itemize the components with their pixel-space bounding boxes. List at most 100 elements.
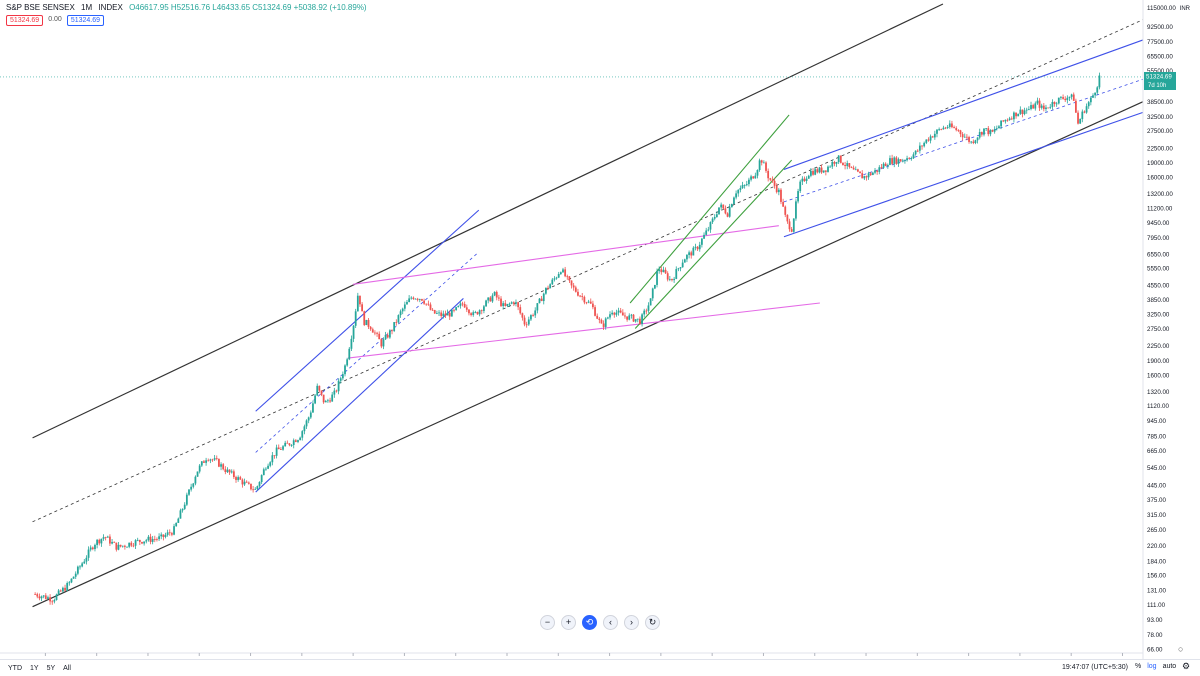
candle-body: [271, 455, 274, 463]
candle-body: [745, 184, 748, 186]
candle-body: [322, 394, 325, 403]
scroll-right-button[interactable]: ›: [624, 615, 639, 630]
candle-body: [1010, 118, 1013, 120]
y-tick-label: 220.00: [1147, 543, 1166, 550]
candle-body: [812, 170, 814, 175]
candle-body: [765, 162, 767, 171]
candle-body: [703, 234, 705, 239]
candle-body: [585, 302, 588, 304]
candle-body: [156, 539, 158, 540]
candle-body: [83, 561, 86, 564]
candle-body: [914, 150, 917, 155]
candle-body: [968, 137, 970, 142]
y-tick-label: 6550.00: [1147, 251, 1170, 258]
interval-label[interactable]: 1M: [81, 3, 93, 12]
candle-body: [158, 536, 160, 540]
candle-body: [1000, 120, 1002, 127]
candle-body: [1036, 100, 1039, 104]
candle-body: [134, 540, 137, 546]
candle-body: [472, 312, 475, 315]
candle-body: [938, 129, 941, 130]
candle-body: [540, 298, 543, 302]
candle-body: [282, 446, 284, 450]
candle-body: [153, 539, 156, 540]
log-toggle[interactable]: log: [1147, 663, 1157, 670]
candle-body: [495, 291, 498, 298]
zoom-in-button[interactable]: +: [561, 615, 576, 630]
refresh-button[interactable]: ↻: [645, 615, 660, 630]
candle-body: [465, 307, 468, 310]
candle-body: [232, 471, 235, 478]
candle-body: [1094, 92, 1097, 96]
candle-body: [1098, 75, 1101, 88]
symbol-name[interactable]: S&P BSE SENSEX: [6, 3, 75, 12]
candle-body: [547, 287, 549, 289]
candle-body: [899, 159, 902, 162]
candle-body: [111, 541, 113, 544]
candle-body: [831, 162, 834, 167]
candle-body: [901, 160, 904, 162]
candle-body: [149, 536, 152, 542]
y-tick-label: 2250.00: [1147, 343, 1170, 350]
candle-body: [76, 566, 79, 574]
black-channel-median: [32, 19, 1144, 523]
candle-body: [1053, 101, 1056, 104]
candle-body: [245, 481, 248, 483]
candle-body: [893, 157, 896, 164]
candle-body: [809, 170, 812, 176]
range-ytd[interactable]: YTD: [8, 664, 22, 672]
auto-toggle[interactable]: auto: [1162, 663, 1177, 670]
candle-body: [512, 302, 515, 304]
candle-body: [431, 309, 434, 311]
candle-body: [348, 348, 351, 360]
candle-body: [433, 310, 436, 314]
candle-body: [705, 230, 708, 235]
candle-body: [609, 314, 611, 318]
candle-body: [681, 262, 684, 268]
currency-label: INR: [1180, 6, 1191, 12]
buy-badge[interactable]: 51324.69: [66, 15, 105, 26]
y-tick-label: 111.00: [1147, 602, 1166, 609]
candle-body: [1079, 119, 1082, 124]
scale-options: % log auto: [1135, 663, 1176, 670]
reset-chart-button[interactable]: ⟲: [582, 615, 597, 630]
scroll-left-button[interactable]: ‹: [603, 615, 618, 630]
candle-body: [931, 136, 934, 138]
clock[interactable]: 19:47:07 (UTC+5:30): [1062, 664, 1128, 671]
candle-body: [138, 539, 141, 542]
candle-body: [211, 459, 214, 461]
candle-body: [74, 573, 77, 577]
candle-body: [224, 469, 227, 473]
circle-icon[interactable]: ○: [1178, 644, 1184, 654]
candle-body: [128, 542, 131, 547]
candle-body: [948, 123, 951, 127]
range-5y[interactable]: 5Y: [46, 664, 56, 672]
candle-body: [1027, 108, 1030, 110]
zoom-out-button[interactable]: −: [540, 615, 555, 630]
last-price-badge: [1144, 71, 1176, 90]
y-tick-label: 92500.00: [1147, 24, 1173, 31]
y-tick-label: 16000.00: [1147, 175, 1173, 182]
range-1y[interactable]: 1Y: [30, 664, 39, 672]
gear-icon[interactable]: ⚙: [1182, 661, 1191, 671]
candle-body: [203, 461, 205, 463]
candle-body: [711, 218, 714, 223]
candle-body: [119, 544, 122, 547]
range-all[interactable]: All: [63, 664, 71, 672]
candle-body: [600, 319, 603, 324]
candle-body: [662, 269, 665, 273]
candle-body: [542, 293, 545, 302]
candle-body: [846, 163, 849, 167]
candle-body: [44, 595, 47, 599]
candle-body: [247, 482, 250, 484]
sell-badge[interactable]: 51324.69: [6, 15, 44, 26]
candle-body: [805, 178, 808, 181]
candle-body: [1002, 120, 1005, 122]
candle-body: [799, 181, 802, 192]
candle-body: [767, 170, 770, 179]
candle-body: [331, 394, 334, 402]
candle-body: [1064, 98, 1067, 101]
percent-toggle[interactable]: %: [1135, 663, 1142, 670]
candle-body: [671, 278, 673, 281]
